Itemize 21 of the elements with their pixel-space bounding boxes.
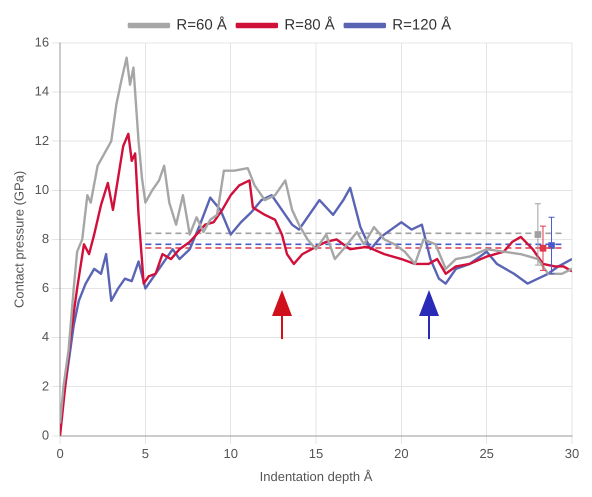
x-tick-label: 5 [142,446,149,462]
legend-label: R=120 Å [392,16,452,34]
x-tick-label: 20 [394,446,409,462]
x-tick-label: 25 [479,446,494,462]
y-tick-label: 10 [34,182,50,197]
y-axis-title: Contact pressure (GPa) [11,170,26,308]
x-tick-label: 0 [56,446,64,462]
y-tick-label: 8 [42,230,50,246]
legend-label: R=60 Å [176,16,227,34]
y-tick-label: 16 [34,34,50,50]
y-tick-label: 4 [42,329,50,344]
x-tick-label: 10 [223,446,238,462]
legend-label: R=80 Å [284,16,335,34]
y-tick-label: 2 [42,378,50,394]
y-tick-label: 14 [34,84,50,99]
y-tick-label: 12 [34,132,50,148]
x-axis-title: Indentation depth Å [260,468,373,484]
x-tick-label: 15 [308,446,324,462]
x-tick-label: 30 [564,446,580,462]
y-tick-label: 0 [42,427,50,442]
y-tick-label: 6 [42,280,50,296]
